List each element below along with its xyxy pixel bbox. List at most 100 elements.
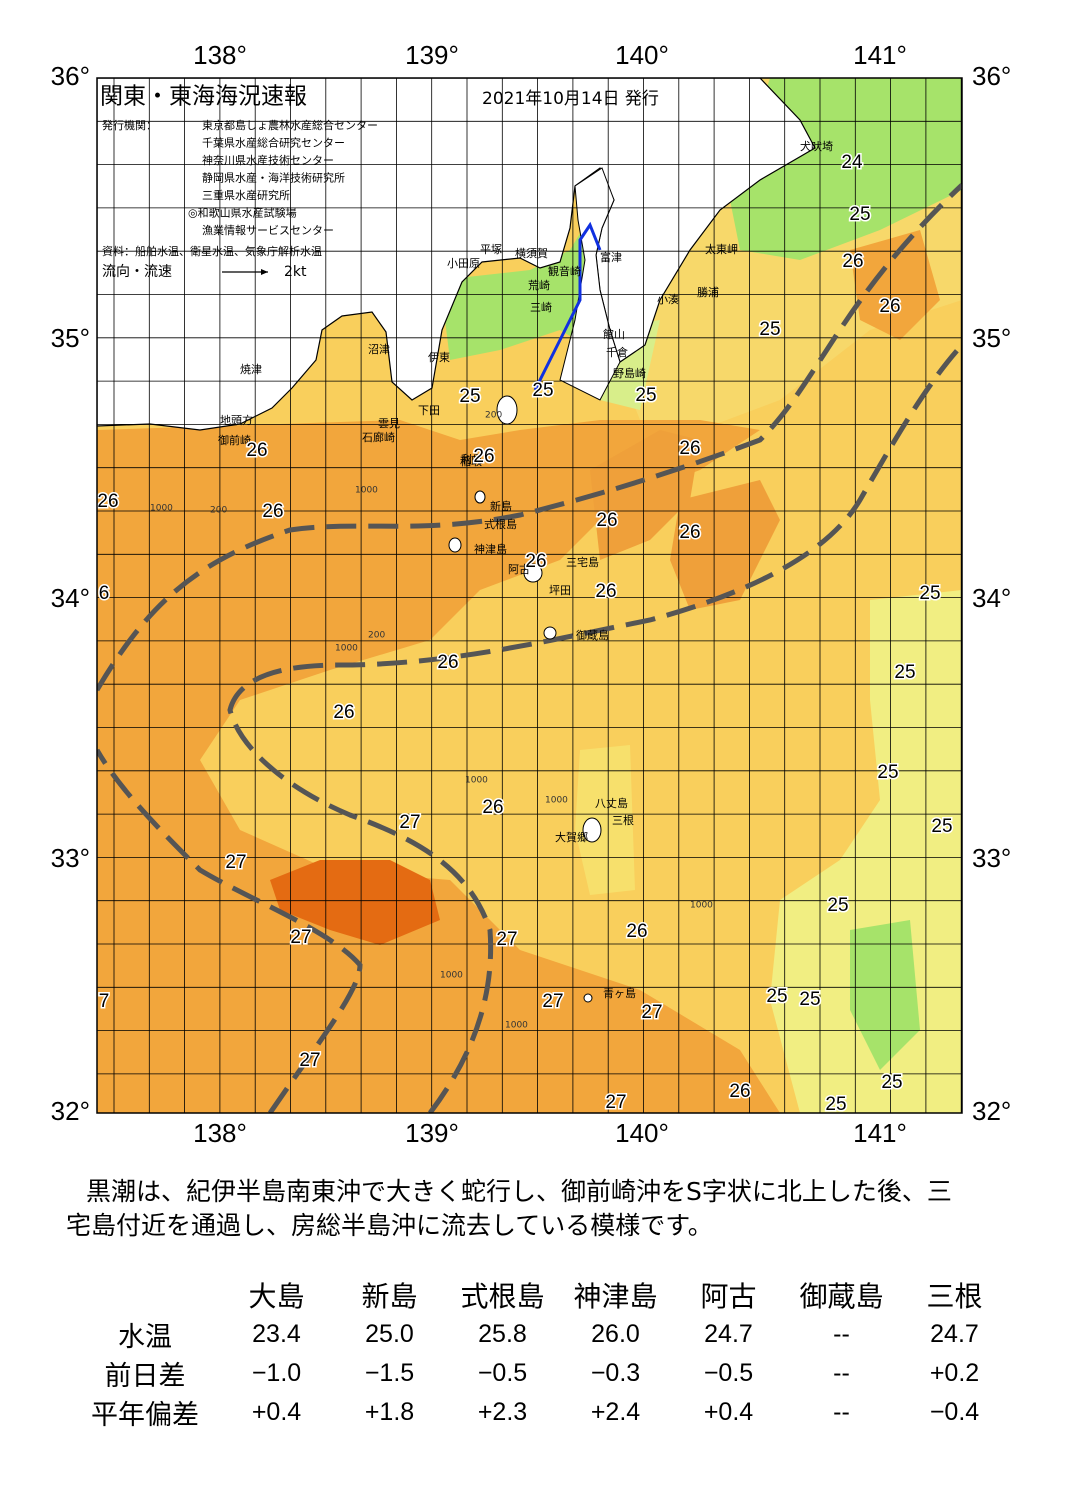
place-label: 横須賀 bbox=[515, 246, 548, 260]
place-label: 石廊崎 bbox=[362, 430, 395, 444]
lon-label: 141° bbox=[853, 1118, 907, 1148]
land bbox=[97, 78, 816, 431]
lat-label: 33° bbox=[51, 843, 90, 873]
contour-label: 26 bbox=[246, 440, 267, 461]
depth-label: 1000 bbox=[505, 1021, 528, 1031]
peninsula bbox=[559, 167, 621, 401]
lat-label: 34° bbox=[51, 583, 90, 613]
contour-label: 26 bbox=[679, 522, 700, 543]
table-cell: −1.0 bbox=[251, 1359, 302, 1387]
sea-warmer bbox=[590, 430, 700, 560]
place-label: 勝浦 bbox=[697, 285, 719, 299]
place-label: 沼津 bbox=[368, 342, 390, 356]
map-frame bbox=[96, 77, 963, 1114]
lat-label: 36° bbox=[972, 61, 1011, 91]
contour-label: 26 bbox=[729, 1081, 750, 1102]
contour-label: 26 bbox=[879, 296, 900, 317]
lat-label: 35° bbox=[972, 323, 1011, 353]
lon-label: 141° bbox=[853, 40, 907, 70]
place-label: 焼津 bbox=[240, 363, 262, 376]
contour-label: 26 bbox=[626, 921, 647, 942]
place-label: 太東岬 bbox=[705, 243, 738, 256]
contour-label: 25 bbox=[759, 319, 780, 340]
table-cell: −0.3 bbox=[590, 1359, 641, 1387]
depth-label: 1000 bbox=[545, 796, 568, 806]
depth-label: 200 bbox=[210, 506, 227, 516]
lon-label: 140° bbox=[615, 40, 669, 70]
contour-label: 25 bbox=[825, 1094, 846, 1115]
place-label: 富津 bbox=[600, 250, 622, 264]
contour-label: 25 bbox=[532, 380, 553, 401]
publisher: 東京都島しょ農林水産総合センター bbox=[202, 118, 378, 132]
column-header: 大島 bbox=[248, 1280, 305, 1313]
column-header: 式根島 bbox=[460, 1280, 545, 1313]
place-label: 野島崎 bbox=[613, 366, 646, 380]
island bbox=[582, 817, 602, 843]
table-row: 水温 23.4 25.0 25.8 26.0 24.7 -- 24.7 bbox=[70, 1315, 1011, 1354]
contour-label: 27 bbox=[299, 1050, 320, 1071]
place-label: 雲見 bbox=[378, 417, 400, 430]
place-label: 利島 bbox=[461, 452, 483, 466]
depth-label: 1000 bbox=[690, 901, 713, 911]
contour-label: 25 bbox=[849, 204, 870, 225]
depth-label: 1000 bbox=[355, 486, 378, 496]
place-label: 地頭方 bbox=[220, 413, 253, 427]
lon-label: 140° bbox=[615, 1118, 669, 1148]
place-label: 三崎 bbox=[530, 300, 552, 314]
table-cell: +0.4 bbox=[251, 1398, 302, 1426]
column-header: 三根 bbox=[926, 1280, 983, 1313]
lat-label: 33° bbox=[972, 843, 1011, 873]
contour-label: 25 bbox=[881, 1072, 902, 1093]
contour-label: 26 bbox=[262, 501, 283, 522]
publisher: 神奈川県水産技術センター bbox=[202, 153, 334, 167]
place-label: 新島 bbox=[490, 499, 512, 513]
column-header: 神津島 bbox=[573, 1280, 658, 1313]
table-cell: -- bbox=[833, 1320, 850, 1348]
sea-warmer bbox=[97, 420, 780, 1113]
publisher: 三重県水産研究所 bbox=[202, 188, 290, 202]
place-label: 小湊 bbox=[657, 292, 679, 306]
contour-label: 27 bbox=[542, 991, 563, 1012]
contour-label: 6 bbox=[99, 583, 110, 604]
publishers: 東京都島しょ農林水産総合センター千葉県水産総合研究センター神奈川県水産技術センタ… bbox=[188, 118, 378, 237]
sea-cool bbox=[850, 920, 920, 1070]
column-header bbox=[70, 1275, 220, 1315]
contour-label: 25 bbox=[459, 386, 480, 407]
contour-label: 26 bbox=[333, 702, 354, 723]
depth-label: 1000 bbox=[465, 776, 488, 786]
place-label: 観音崎 bbox=[548, 264, 581, 278]
kuroshio-axis bbox=[97, 183, 962, 692]
depth-label: 1000 bbox=[335, 644, 358, 654]
source: 資料：船舶水温、衛星水温、気象庁解析水温 bbox=[102, 244, 322, 258]
contour-label: 26 bbox=[679, 438, 700, 459]
place-label: 坪田 bbox=[549, 584, 571, 597]
column-header: 新島 bbox=[361, 1280, 418, 1313]
contour-label: 25 bbox=[919, 583, 940, 604]
legend-scale: 2kt bbox=[284, 264, 307, 280]
lat-label: 35° bbox=[51, 323, 90, 353]
place-label: 千倉 bbox=[606, 345, 628, 359]
degree-labels: 138° 138° 139° 139° 140° 140° 141° 141° 36° 36° 35… bbox=[51, 40, 1012, 1148]
legend-label: 流向・流速 bbox=[102, 264, 172, 280]
island bbox=[543, 626, 557, 640]
place-label: 犬吠埼 bbox=[800, 139, 833, 153]
contour-label: 27 bbox=[496, 929, 517, 950]
place-label: 大賀郷 bbox=[555, 830, 588, 844]
contour-label: 25 bbox=[635, 385, 656, 406]
place-label: 平塚 bbox=[480, 243, 502, 256]
contour-label: 26 bbox=[595, 581, 616, 602]
place-label: 小田原 bbox=[447, 257, 480, 270]
lon-label: 139° bbox=[405, 1118, 459, 1148]
contour-label: 26 bbox=[525, 551, 546, 572]
place-label: 荒崎 bbox=[528, 278, 550, 292]
contour-label: 27 bbox=[641, 1002, 662, 1023]
row-label: 水温 bbox=[118, 1322, 172, 1353]
bay bbox=[440, 200, 610, 360]
contour-label: 25 bbox=[827, 895, 848, 916]
table-cell: +0.4 bbox=[703, 1398, 754, 1426]
islands bbox=[448, 395, 602, 1003]
table-cell: 24.7 bbox=[930, 1320, 979, 1348]
